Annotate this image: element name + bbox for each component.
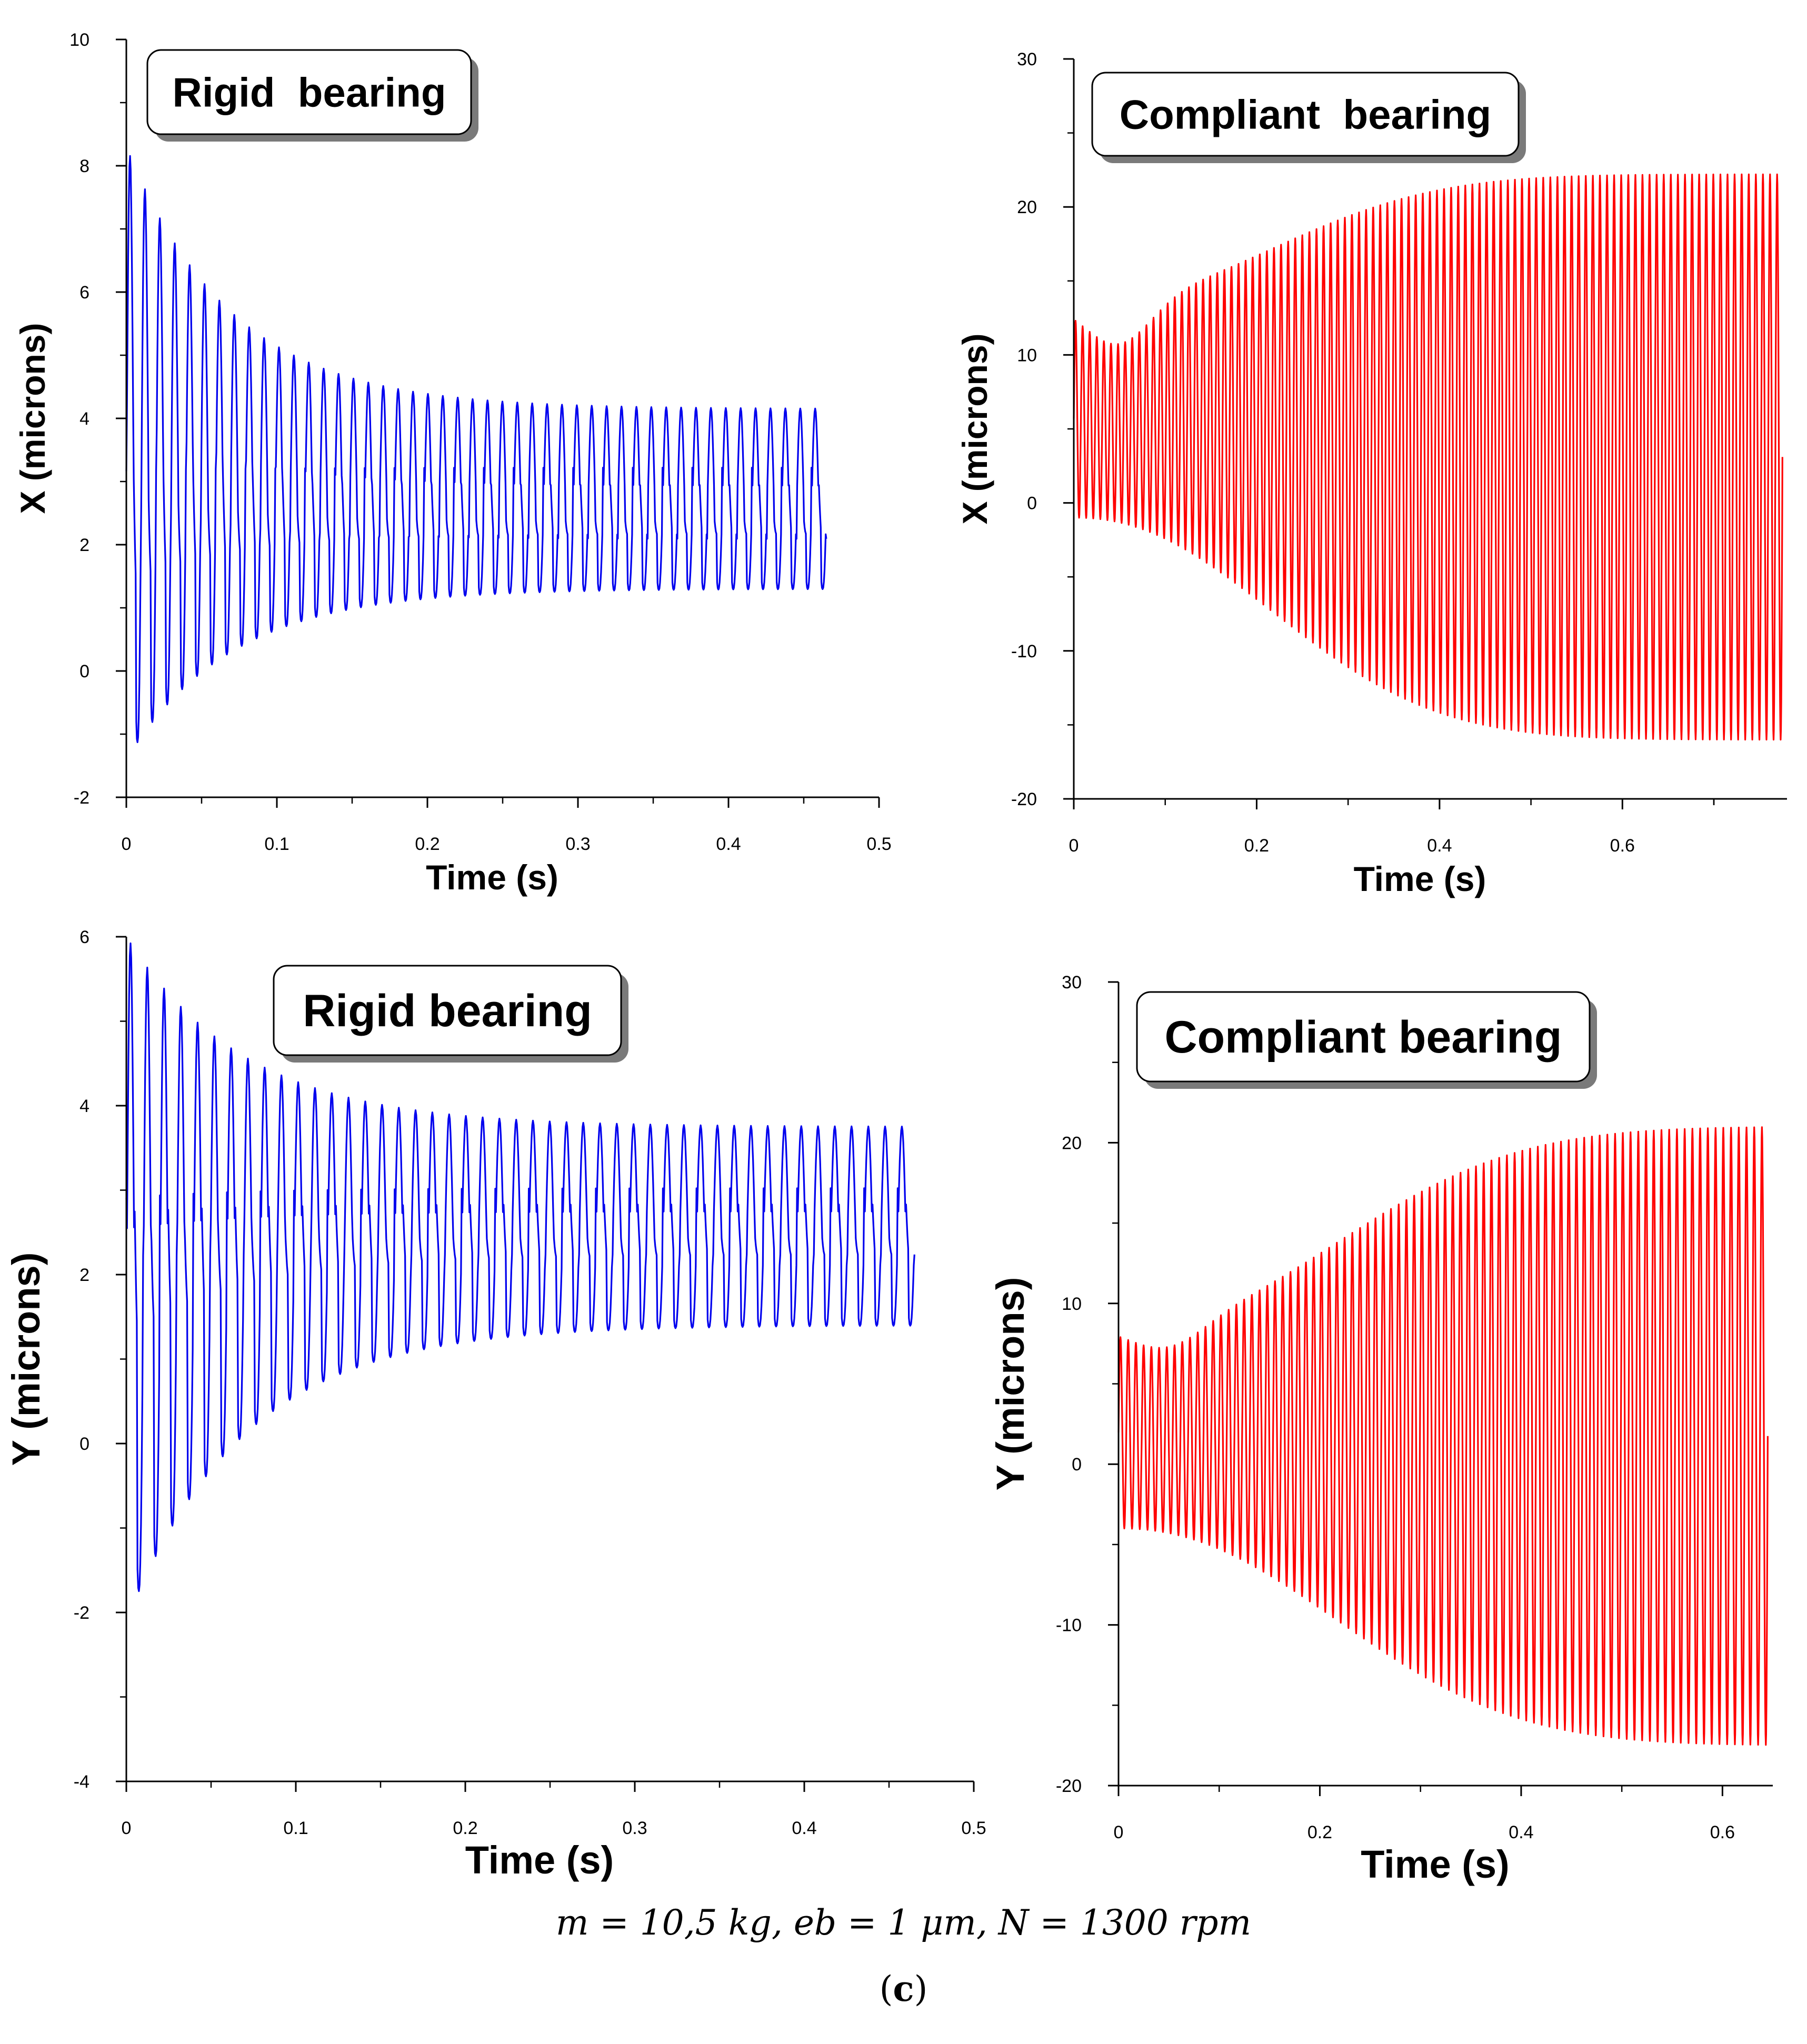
x-tick-label: 0 [1114,1822,1124,1842]
y-axis-label: X (microns) [955,333,994,524]
x-axis-label: Time (s) [1361,1842,1509,1886]
y-tick-label: -4 [74,1772,89,1792]
x-tick-label: 0.4 [716,834,741,854]
x-tick-label: 0.2 [1307,1822,1332,1842]
x-tick-label: 0.4 [1427,836,1452,856]
chart-title-box [1136,991,1591,1083]
y-tick-label: 4 [79,1096,89,1116]
x-tick-label: 0.6 [1610,836,1635,856]
x-tick-label: 0.1 [283,1818,308,1838]
caption-close-paren: ) [914,1969,928,2009]
y-tick-label: 6 [79,927,89,947]
x-tick-label: 0.2 [1244,836,1269,856]
figure-caption-label: (c) [0,1968,1807,2009]
data-series-line [1117,1126,1769,1746]
y-tick-label: -10 [1056,1616,1082,1636]
y-tick-label: 0 [79,1434,89,1454]
x-tick-label: 0.1 [264,834,289,854]
y-tick-label: 20 [1017,197,1037,217]
y-tick-label: -2 [74,788,89,808]
x-tick-label: 0 [1069,836,1079,856]
y-tick-label: 30 [1062,973,1082,993]
y-tick-label: 30 [1017,49,1037,69]
chart-title: Compliant bearing [1165,1012,1562,1063]
chart-title-box [146,49,472,135]
y-tick-label: 2 [79,535,89,555]
x-tick-label: 0 [122,1818,132,1838]
caption-open-paren: ( [879,1969,893,2009]
x-tick-label: 0.4 [792,1818,816,1838]
y-tick-label: -2 [74,1603,89,1623]
caption-letter: c [893,1968,914,2009]
y-tick-label: -20 [1011,789,1037,809]
y-tick-label: -20 [1056,1776,1082,1796]
y-tick-label: 0 [1027,494,1037,514]
x-tick-label: 0.2 [453,1818,477,1838]
y-axis-label: X (microns) [13,323,52,514]
chart-title-box [1091,72,1520,157]
y-tick-label: -10 [1011,642,1037,662]
data-series-line [125,155,827,743]
x-tick-label: 0.5 [961,1818,986,1838]
x-axis-label: Time (s) [426,858,558,897]
y-axis-label: Y (microns) [989,1277,1032,1491]
x-tick-label: 0.5 [866,834,891,854]
x-tick-label: 0 [122,834,132,854]
chart-title: Compliant bearing [1120,91,1491,137]
chart-title: Rigid bearing [303,986,592,1036]
y-tick-label: 8 [79,156,89,176]
y-tick-label: 0 [1072,1455,1082,1475]
compliant-y-chart: -20 -10 0 10 20 30 0 0.2 0.4 0.6 Time (s) Y (micron… [989,973,1773,1886]
y-tick-label: 4 [79,409,89,429]
y-tick-label: 2 [79,1265,89,1285]
x-tick-label: 0.3 [565,834,590,854]
figure-caption-parameters: m = 10,5 kg, eb = 1 μm, N = 1300 rpm [555,1902,1252,1943]
rigid-y-chart: -4 -2 0 2 4 6 0 0.1 0.2 0.3 0.4 0.5 Time (s) Y (micro… [4,927,986,1882]
compliant-x-chart: -20 -10 0 10 20 30 0 0.2 0.4 0.6 Time (s) X (micron… [955,49,1787,898]
y-axis-label: Y (microns) [4,1253,48,1466]
x-axis-label: Time (s) [1354,859,1486,898]
y-tick-label: 10 [1017,345,1037,365]
y-tick-label: 20 [1062,1133,1082,1153]
x-axis-label: Time (s) [465,1838,614,1882]
x-tick-label: 0.3 [622,1818,647,1838]
y-tick-label: 6 [79,283,89,303]
chart-title: Rigid bearing [172,69,446,115]
y-tick-label: 10 [1062,1294,1082,1314]
y-tick-label: 10 [69,30,89,50]
x-tick-label: 0.4 [1509,1822,1533,1842]
x-tick-label: 0.2 [415,834,440,854]
rigid-x-chart: -2 0 2 4 6 8 10 0 0.1 0.2 0.3 0.4 0.5 Time (s) X (micr… [13,30,892,897]
x-tick-label: 0.6 [1710,1822,1735,1842]
data-series-line [125,942,915,1592]
data-series-line [1073,173,1783,741]
chart-title-box [273,965,622,1056]
y-tick-label: 0 [79,662,89,682]
